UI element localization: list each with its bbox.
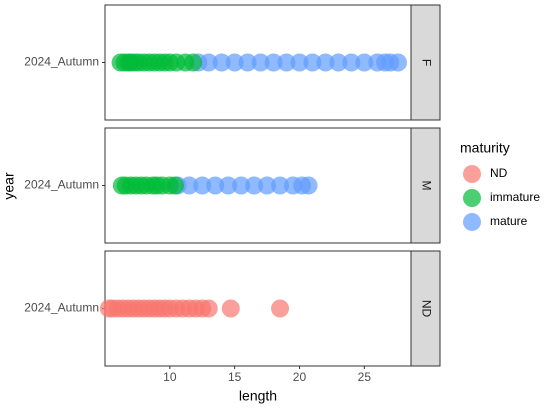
point <box>225 53 244 72</box>
point <box>355 53 374 72</box>
strip <box>410 4 441 121</box>
x-tick-label: 10 <box>163 370 177 384</box>
point <box>271 176 290 195</box>
point <box>342 53 361 72</box>
legend-label: ND <box>490 166 508 180</box>
point <box>303 53 322 72</box>
legend-swatch <box>463 189 481 207</box>
point <box>166 176 185 195</box>
y-tick-label: 2024_Autumn <box>24 301 99 315</box>
legend-swatch <box>463 165 481 183</box>
strip <box>410 127 441 244</box>
point <box>219 176 238 195</box>
y-axis-title: year <box>1 172 17 200</box>
y-tick-label: 2024_Autumn <box>24 55 99 69</box>
strip-label: F <box>419 59 433 66</box>
point <box>193 176 212 195</box>
strip-label: ND <box>419 300 433 318</box>
point <box>212 53 231 72</box>
strip <box>410 250 441 367</box>
legend-label: mature <box>490 214 528 228</box>
y-tick-label: 2024_Autumn <box>24 178 99 192</box>
point <box>271 299 290 318</box>
point <box>221 299 240 318</box>
point <box>389 53 408 72</box>
point <box>258 176 277 195</box>
point <box>199 299 218 318</box>
strip-label: M <box>419 181 433 191</box>
point <box>290 53 309 72</box>
point <box>238 53 257 72</box>
point <box>245 176 264 195</box>
point <box>206 176 225 195</box>
x-axis-title: length <box>239 388 277 404</box>
point <box>277 53 296 72</box>
point <box>299 176 318 195</box>
point <box>251 53 270 72</box>
point <box>180 176 199 195</box>
point <box>264 53 283 72</box>
legend-swatch <box>463 213 481 231</box>
point <box>316 53 335 72</box>
legend-title: maturity <box>460 140 510 156</box>
point <box>329 53 348 72</box>
point <box>199 53 218 72</box>
legend-label: immature <box>490 190 540 204</box>
point <box>232 176 251 195</box>
point <box>184 53 203 72</box>
x-tick-label: 20 <box>293 370 307 384</box>
x-tick-label: 15 <box>228 370 242 384</box>
x-tick-label: 25 <box>358 370 372 384</box>
